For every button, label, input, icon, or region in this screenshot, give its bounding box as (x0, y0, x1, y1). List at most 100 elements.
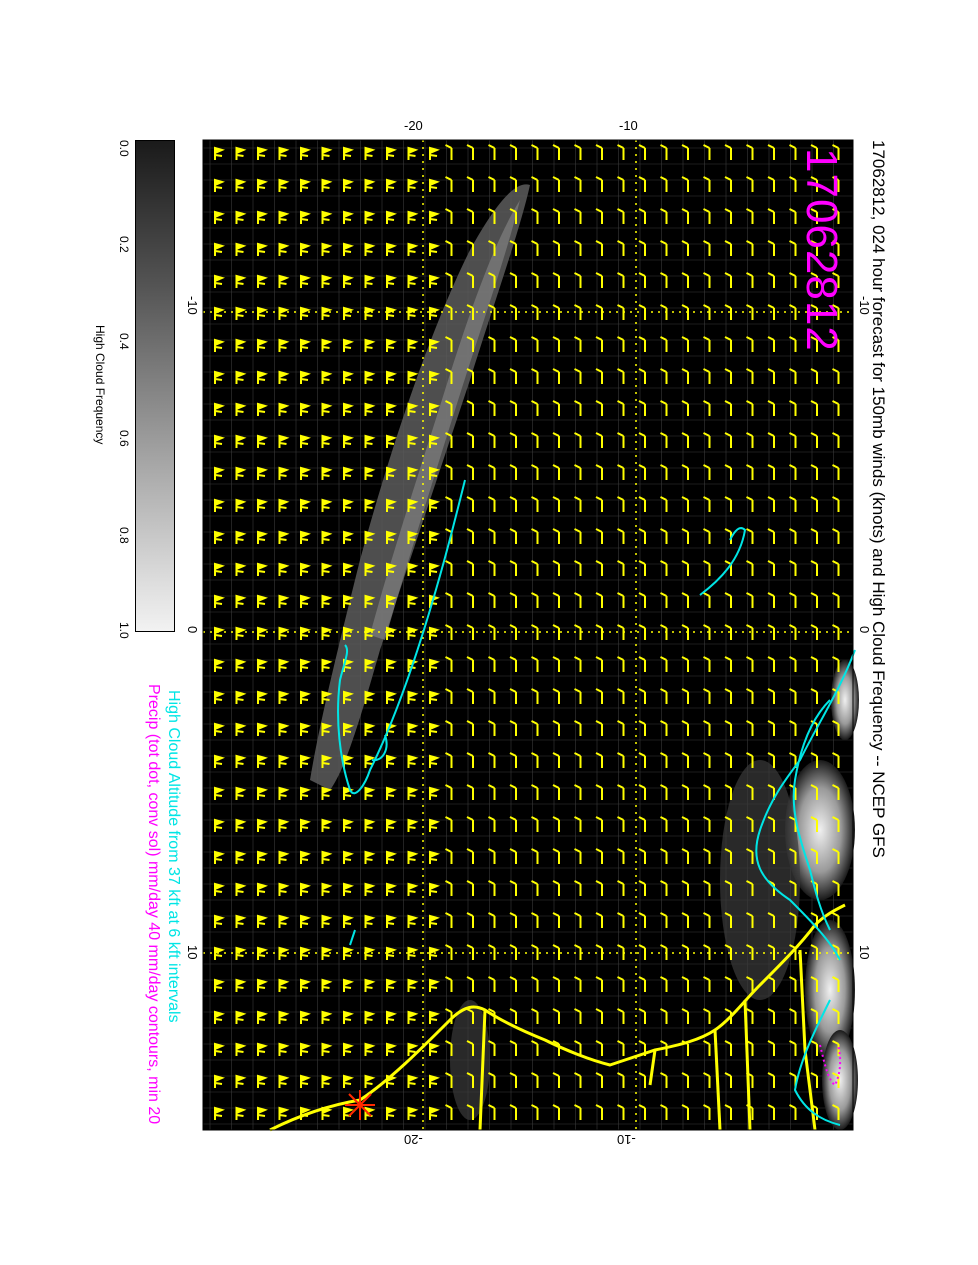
wind-barb (386, 1106, 397, 1120)
wind-barb (595, 400, 603, 416)
wind-barb (364, 818, 376, 832)
wind-barb (746, 304, 754, 320)
wind-barb (703, 1104, 711, 1120)
wind-barb (810, 752, 818, 768)
coastline (269, 903, 846, 1132)
wind-barb (235, 690, 247, 704)
wind-barb (767, 944, 775, 960)
wind-barb (660, 944, 668, 960)
wind-barb (466, 1008, 474, 1024)
wind-barb (789, 304, 797, 320)
wind-barb (767, 400, 775, 416)
wind-barb (364, 370, 376, 384)
wind-barb (364, 658, 376, 672)
wind-barb (257, 498, 268, 512)
wind-barb (429, 818, 440, 832)
wind-barb (810, 368, 818, 384)
wind-barb (703, 336, 711, 352)
wind-barb (214, 594, 225, 608)
wind-barb (832, 336, 840, 352)
wind-barb (407, 530, 419, 544)
wind-barb (466, 1104, 474, 1120)
wind-barb (638, 912, 646, 928)
top-axis-tick: -20 (404, 118, 423, 133)
wind-barb (810, 400, 818, 416)
wind-barb (343, 242, 354, 256)
wind-barb (278, 1010, 290, 1024)
wind-barb (789, 528, 797, 544)
wind-barb (343, 626, 354, 640)
wind-barb (364, 562, 376, 576)
wind-barb (681, 432, 689, 448)
wind-barb (364, 914, 376, 928)
wind-barb (724, 656, 732, 672)
wind-barb (386, 786, 397, 800)
wind-barb (617, 1040, 625, 1056)
wind-barb (724, 784, 732, 800)
wind-barb (595, 144, 603, 160)
wind-barb (595, 944, 603, 960)
map-title: 17062812, 024 hour forecast for 150mb wi… (869, 140, 888, 858)
wind-barb (767, 336, 775, 352)
colorbar-tick: 0.4 (117, 333, 131, 350)
wind-barb (321, 178, 333, 192)
wind-barb (638, 432, 646, 448)
wind-barb (321, 850, 333, 864)
wind-barb (321, 370, 333, 384)
wind-barb (703, 208, 711, 224)
wind-barb (746, 528, 754, 544)
wind-barb (681, 784, 689, 800)
wind-barb (364, 274, 376, 288)
wind-barb (466, 496, 474, 512)
wind-barb (552, 784, 560, 800)
wind-barb (509, 336, 517, 352)
wind-barb (810, 560, 818, 576)
wind-barb (364, 530, 376, 544)
wind-barb (746, 560, 754, 576)
wind-barb (789, 464, 797, 480)
wind-barb (321, 594, 333, 608)
wind-barb (386, 882, 397, 896)
wind-barb (300, 146, 311, 160)
wind-barb (300, 434, 311, 448)
wind-barb (466, 304, 474, 320)
wind-barb (466, 752, 474, 768)
wind-barb (574, 1008, 582, 1024)
wind-barb (343, 818, 354, 832)
wind-barb (552, 656, 560, 672)
wind-barb (703, 976, 711, 992)
wind-barb (445, 560, 453, 576)
wind-barb (466, 912, 474, 928)
wind-barb (832, 496, 840, 512)
wind-barb (509, 528, 517, 544)
wind-barb (767, 624, 775, 640)
wind-barb (235, 914, 247, 928)
wind-barb (531, 304, 539, 320)
wind-barb (832, 368, 840, 384)
wind-barb (724, 592, 732, 608)
wind-barb (617, 912, 625, 928)
wind-barb (638, 528, 646, 544)
wind-barb (407, 242, 419, 256)
wind-barb (321, 530, 333, 544)
wind-barb (552, 720, 560, 736)
wind-barb (638, 688, 646, 704)
wind-barb (595, 1104, 603, 1120)
wind-barb (595, 1008, 603, 1024)
wind-barb (595, 464, 603, 480)
wind-barb (235, 818, 247, 832)
wind-barb (552, 848, 560, 864)
wind-barb (531, 976, 539, 992)
wind-barb (832, 1040, 840, 1056)
wind-barb (214, 338, 225, 352)
wind-barb (429, 1042, 440, 1056)
wind-barb (531, 1104, 539, 1120)
wind-barb (466, 976, 474, 992)
wind-barb (574, 720, 582, 736)
wind-barb (810, 944, 818, 960)
wind-barb (681, 1072, 689, 1088)
wind-barb (574, 1040, 582, 1056)
wind-barb (364, 306, 376, 320)
wind-barb (235, 946, 247, 960)
wind-barb (832, 592, 840, 608)
